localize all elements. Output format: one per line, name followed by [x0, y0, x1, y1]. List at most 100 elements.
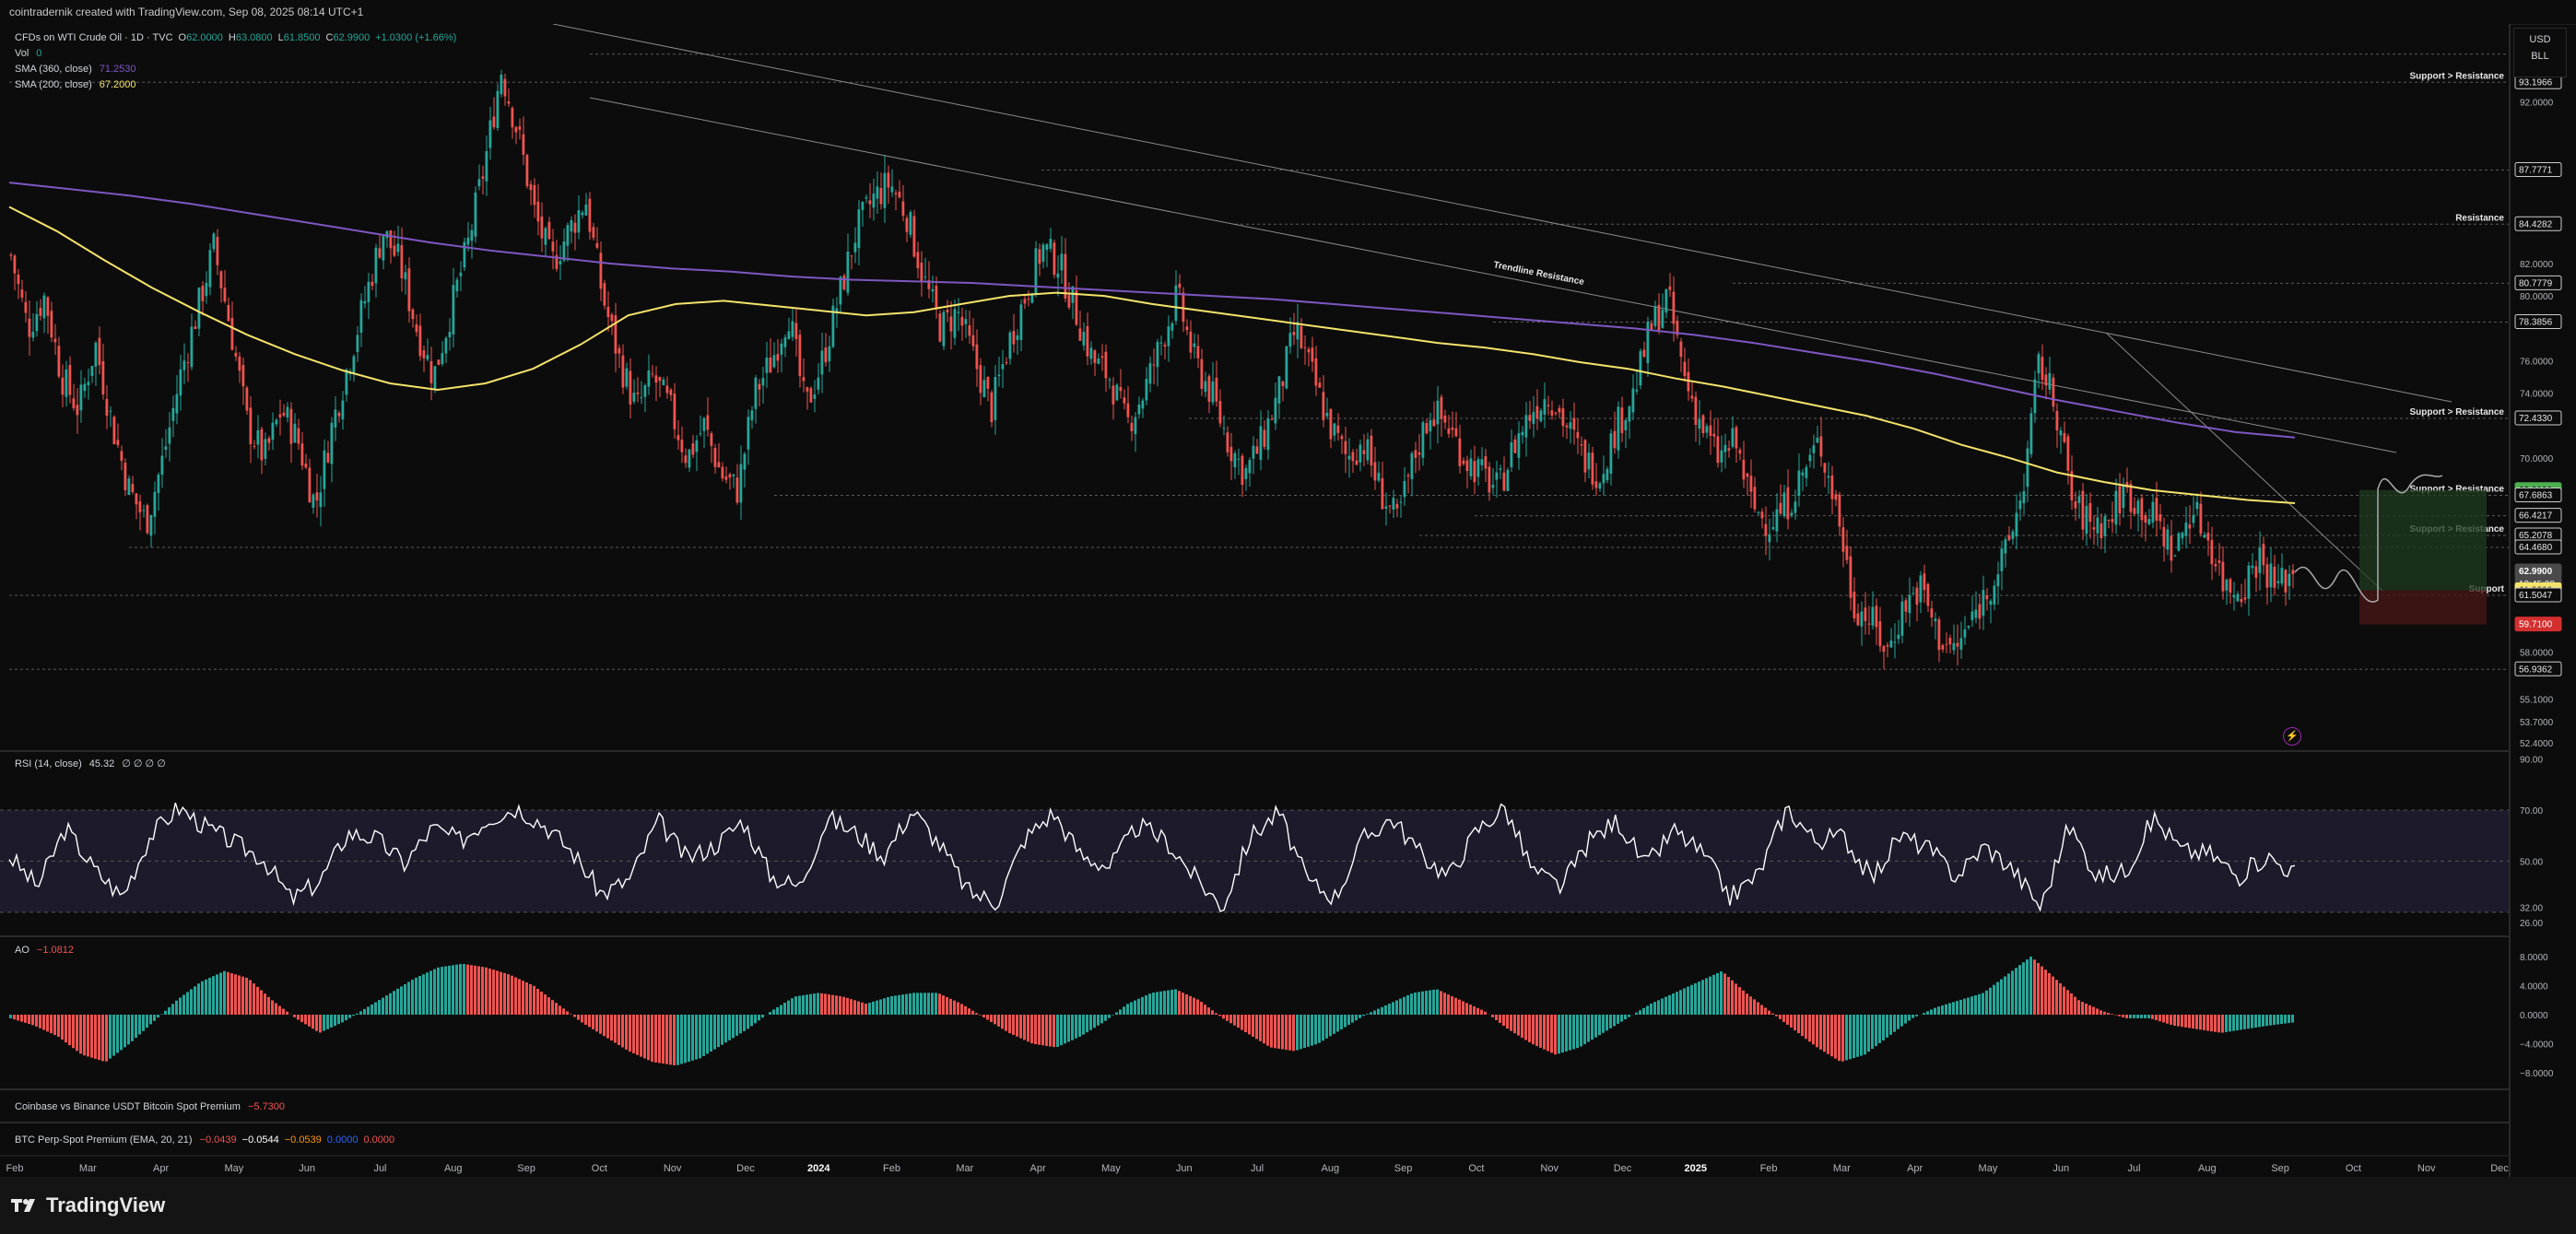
candle-body: [61, 377, 65, 395]
ao-bar: [1517, 1015, 1520, 1036]
candle-body: [2070, 471, 2074, 500]
candle-body: [1606, 468, 1609, 481]
ao-bar: [1314, 1015, 1317, 1045]
ao-bar: [1333, 1015, 1335, 1034]
candle-body: [1723, 444, 1727, 452]
ao-bar: [1016, 1015, 1018, 1037]
ao-bar: [1775, 1015, 1778, 1017]
ao-bar: [835, 995, 838, 1015]
time-tick-label: Sep: [517, 1163, 535, 1174]
ao-bar: [452, 965, 454, 1015]
ao-bar: [197, 983, 200, 1015]
currency-unit-box[interactable]: USD BLL: [2513, 28, 2567, 77]
ao-bar: [1318, 1015, 1321, 1043]
ao-bar: [1805, 1015, 1807, 1040]
candle-body: [2092, 527, 2096, 530]
time-tick-label: Aug: [1322, 1163, 1340, 1174]
candle-body: [418, 325, 422, 357]
tradingview-logo[interactable]: TradingView: [11, 1192, 165, 1219]
ao-bar: [1845, 1015, 1848, 1061]
candle-body: [1565, 425, 1569, 428]
candle-body: [1325, 412, 1329, 417]
lightning-icon[interactable]: ⚡: [2283, 727, 2301, 746]
candle-body: [1875, 605, 1878, 628]
candle-body: [42, 295, 46, 319]
ao-bar: [1480, 1009, 1483, 1015]
candle-body: [1749, 476, 1753, 492]
candle-body: [2221, 561, 2225, 592]
ao-bar: [728, 1015, 731, 1040]
ao-bar: [1598, 1015, 1601, 1036]
candle-body: [813, 394, 817, 399]
ao-bar: [1495, 1015, 1498, 1020]
ao-bar: [2258, 1015, 2261, 1028]
ao-bar: [1237, 1015, 1240, 1028]
ao-bar: [1860, 1015, 1863, 1056]
ao-bar: [1384, 1005, 1387, 1015]
ao-bar: [1473, 1005, 1476, 1015]
ao-bar: [1292, 1015, 1295, 1052]
candle-body: [253, 446, 256, 448]
candle-body: [2063, 432, 2066, 442]
candle-body: [1524, 415, 1528, 438]
ao-bar: [2243, 1015, 2246, 1029]
ao-bar: [595, 1015, 598, 1032]
candle-body: [87, 382, 90, 386]
candle-body: [1318, 382, 1322, 388]
stop-zone: [2359, 590, 2487, 625]
candle-body: [614, 315, 618, 354]
ao-bar: [2144, 1015, 2147, 1018]
ao-bar: [363, 1008, 366, 1015]
ao-bar: [186, 992, 189, 1015]
candle-body: [1045, 244, 1049, 251]
ao-bar: [2022, 962, 2025, 1015]
ao-bar: [1130, 1002, 1133, 1015]
candle-body: [1760, 511, 1764, 519]
ao-bar: [1561, 1015, 1564, 1053]
ao-bar: [1075, 1015, 1077, 1039]
ao-bar: [2066, 990, 2069, 1015]
candle-body: [1182, 292, 1185, 323]
level-label: Support > Resistance: [2409, 71, 2504, 81]
ao-bar: [1093, 1015, 1096, 1028]
candle-body: [1624, 419, 1628, 430]
ao-bar: [791, 998, 794, 1015]
ao-bar: [1550, 1015, 1553, 1053]
ao-bar: [116, 1015, 119, 1053]
ao-bar: [732, 1015, 735, 1039]
ao-bar: [28, 1015, 30, 1025]
ao-bar: [68, 1015, 71, 1046]
ao-bar: [1454, 997, 1457, 1015]
candle-body: [1860, 611, 1864, 627]
ao-bar: [389, 993, 392, 1015]
candle-body: [1532, 412, 1535, 424]
candle-body: [1845, 546, 1849, 560]
candle-body: [953, 309, 957, 338]
ao-bar: [83, 1015, 86, 1056]
ao-bar: [1174, 989, 1177, 1015]
candle-body: [2029, 413, 2033, 454]
candle-body: [1576, 431, 1580, 439]
ao-bar: [2217, 1015, 2220, 1033]
ao-bar: [1941, 1005, 1944, 1015]
ao-bar: [846, 997, 849, 1015]
price-level-tag: [2514, 410, 2562, 426]
candle-body: [643, 385, 647, 397]
time-tick-label: Mar: [956, 1163, 973, 1174]
price-level-tag: [2514, 275, 2562, 290]
sma-360-line: [8, 182, 2296, 439]
price-chart[interactable]: Support > Resistance Resistance Support > …: [0, 24, 2576, 1177]
ao-bar: [1285, 1015, 1288, 1051]
candle-body: [809, 388, 813, 403]
candle-body: [1683, 361, 1687, 377]
ao-bar: [850, 999, 853, 1015]
candle-body: [1694, 396, 1698, 425]
ao-bar: [809, 993, 812, 1015]
ao-bar: [1841, 1015, 1844, 1062]
candle-body: [1414, 450, 1417, 458]
ao-bar: [2192, 1015, 2194, 1029]
ao-bar: [1049, 1015, 1052, 1047]
candle-body: [1425, 423, 1429, 434]
price-level-tag: [2514, 508, 2562, 523]
candle-body: [400, 245, 404, 278]
